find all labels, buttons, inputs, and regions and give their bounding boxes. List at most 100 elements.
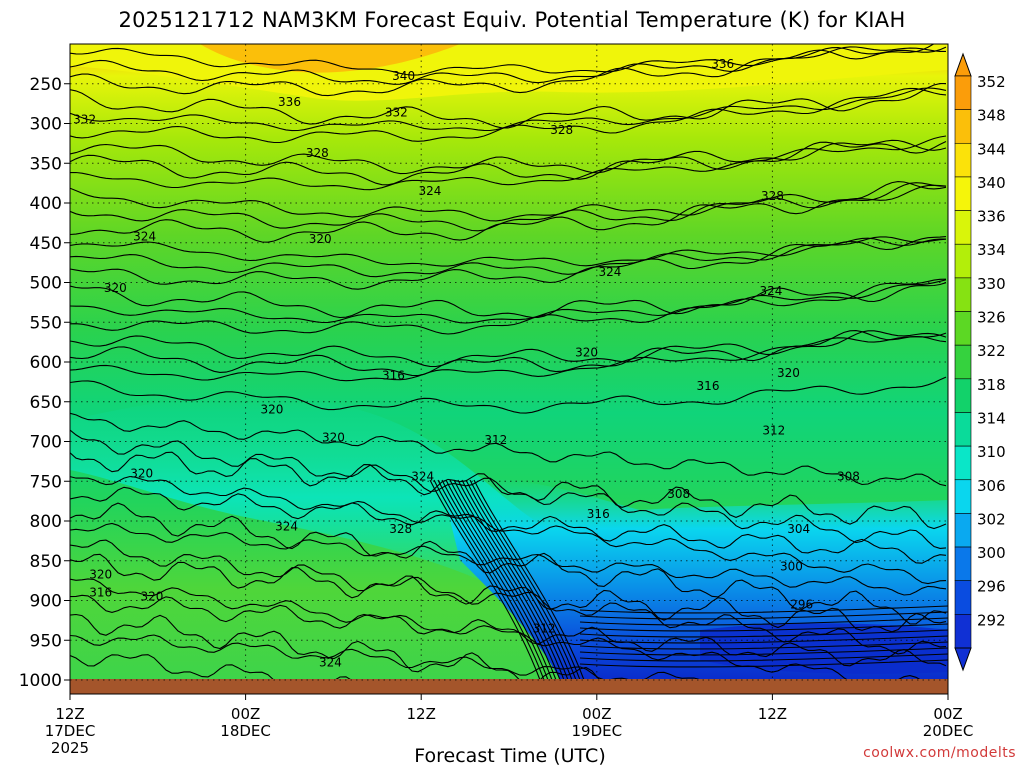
contour-label-29: 304: [787, 522, 810, 536]
contour-label-5: 328: [550, 123, 573, 137]
colorbar-swatch-12: [954, 479, 972, 514]
frontal-contour-9: [465, 479, 577, 680]
contour-labels: 336 340 336 332 332 328 328 324 328 324 320 324 320 3…: [73, 57, 860, 670]
colorbar-tick-330: 330: [977, 275, 1006, 293]
contour-label-4: 332: [73, 113, 96, 127]
colorbar-tick-296: 296: [977, 578, 1006, 596]
y-tick-label-400: 400: [30, 194, 62, 214]
colorbar-swatch-4: [954, 210, 972, 245]
cold-pool-contour-0: [579, 605, 948, 614]
y-tick-label-650: 650: [30, 393, 62, 413]
contour-line-upper-10: [70, 182, 947, 232]
frontal-contour-0: [429, 479, 541, 680]
y-tick-label-900: 900: [30, 592, 62, 612]
y-tick-label-500: 500: [30, 274, 62, 294]
cold-pool-contour-7: [579, 647, 948, 656]
colorbar-tick-344: 344: [977, 140, 1006, 158]
colorbar-swatch-1: [954, 109, 972, 144]
frontal-contour-1: [433, 479, 545, 680]
contour-label-28: 328: [389, 522, 412, 536]
colorbar-swatch-9: [954, 378, 972, 413]
x-tick-label-4-0: 12Z: [758, 705, 787, 723]
y-tick-label-600: 600: [30, 353, 62, 373]
contour-line-lower-0: [70, 412, 947, 487]
x-tick-label-3-1: 19DEC: [572, 722, 623, 740]
contour-line-upper-1: [70, 46, 947, 85]
contour-label-17: 316: [697, 379, 720, 393]
contour-line-upper-13: [70, 237, 946, 278]
frontal-contour-4: [445, 479, 557, 680]
x-tick-label-2-0: 12Z: [407, 705, 436, 723]
contour-line-upper-15: [70, 282, 947, 319]
contour-label-3: 332: [385, 105, 408, 119]
contour-label-7: 324: [419, 184, 442, 198]
contour-label-21: 312: [484, 433, 507, 447]
contour-label-36: 324: [319, 656, 342, 670]
x-tick-label-5-0: 00Z: [933, 705, 962, 723]
colorbar-tick-340: 340: [977, 174, 1006, 192]
credit-text: coolwx.com/modelts: [863, 745, 1016, 761]
colorbar-tick-300: 300: [977, 544, 1006, 562]
ground-strip: [70, 679, 948, 694]
x-axis-label: Forecast Time (UTC): [414, 745, 606, 767]
colorbar-swatch-3: [954, 176, 972, 211]
frontal-contour-3: [441, 479, 553, 680]
cold-pool-contour-5: [579, 635, 948, 644]
cold-pool-contour-2: [579, 617, 948, 626]
colorbar-tick-348: 348: [977, 107, 1006, 125]
y-tick-label-450: 450: [30, 234, 62, 254]
colorbar-swatch-10: [954, 412, 972, 447]
chart-title: 2025121712 NAM3KM Forecast Equiv. Potent…: [118, 8, 906, 32]
colorbar-tick-310: 310: [977, 443, 1006, 461]
colorbar-bottom-arrow: [954, 647, 972, 672]
x-tick-label-5-1: 20DEC: [923, 722, 974, 740]
colorbar-swatch-6: [954, 277, 972, 312]
frontal-contour-6: [453, 479, 565, 680]
contour-label-8: 328: [761, 189, 784, 203]
contour-label-13: 324: [759, 284, 782, 298]
contour-line-upper-7: [70, 141, 947, 186]
x-tick-label-0-0: 12Z: [55, 705, 84, 723]
colorbar-tick-352: 352: [977, 73, 1006, 91]
x-tick-label-3-0: 00Z: [582, 705, 611, 723]
theta-e-field: [70, 44, 948, 680]
contour-line-upper-0: [70, 46, 946, 76]
frontal-contour-5: [449, 479, 561, 680]
contour-label-30: 320: [89, 567, 112, 581]
contour-label-34: 296: [790, 597, 813, 611]
contour-line-upper-21: [70, 376, 947, 414]
colorbar-swatch-7: [954, 311, 972, 346]
contour-label-31: 300: [780, 559, 803, 573]
y-tick-label-700: 700: [30, 433, 62, 453]
contour-line-lower-2: [70, 451, 947, 530]
contour-label-32: 316: [89, 586, 112, 600]
colorbar-tick-334: 334: [977, 241, 1006, 259]
frontal-contour-2: [437, 479, 549, 680]
y-tick-label-800: 800: [30, 512, 62, 532]
x-tick-label-1-0: 00Z: [231, 705, 260, 723]
contour-line-lower-7: [70, 539, 947, 655]
frontal-contour-10: [469, 479, 581, 680]
colorbar-swatch-0: [954, 75, 972, 110]
colorbar-tick-314: 314: [977, 409, 1006, 427]
colorbar-swatch-2: [954, 142, 972, 178]
colorbar-tick-292: 292: [977, 611, 1006, 629]
colorbar-top-arrow: [954, 52, 972, 77]
contour-label-15: 316: [382, 369, 405, 383]
contour-label-2: 336: [278, 95, 301, 109]
contour-label-12: 320: [104, 281, 127, 295]
contour-label-35: 312: [533, 621, 556, 635]
y-tick-label-850: 850: [30, 552, 62, 572]
colorbar-swatch-5: [954, 243, 972, 279]
colorbar-swatch-11: [954, 445, 972, 481]
contour-line-lower-1: [70, 429, 947, 549]
cold-pool-contour-1: [579, 611, 948, 620]
colorbar-tick-326: 326: [977, 309, 1006, 327]
colorbar: 352 348 344 340 336 334 330 326 322 318 314 310 306 3…: [954, 52, 1006, 672]
contour-label-23: 324: [411, 469, 434, 483]
contour-label-0: 336: [711, 57, 734, 71]
colorbar-tick-318: 318: [977, 376, 1006, 394]
contour-label-26: 316: [587, 507, 610, 521]
contour-label-16: 320: [777, 366, 800, 380]
